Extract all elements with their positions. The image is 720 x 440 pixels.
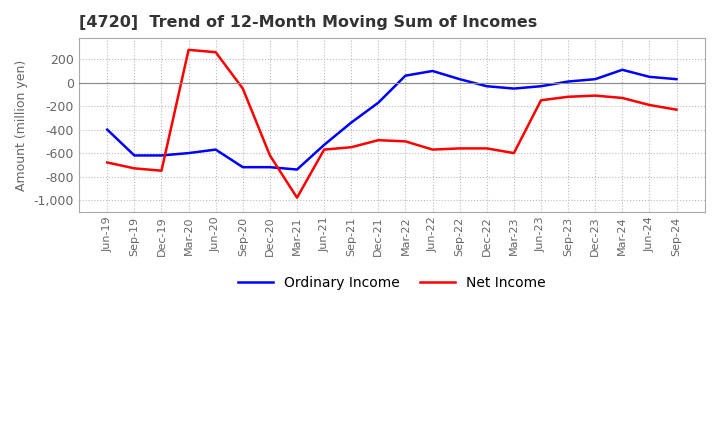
Net Income bbox=[293, 195, 302, 200]
Net Income bbox=[482, 146, 491, 151]
Ordinary Income bbox=[130, 153, 139, 158]
Ordinary Income bbox=[618, 67, 626, 73]
Net Income bbox=[374, 138, 382, 143]
Text: [4720]  Trend of 12-Month Moving Sum of Incomes: [4720] Trend of 12-Month Moving Sum of I… bbox=[78, 15, 537, 30]
Line: Net Income: Net Income bbox=[107, 50, 677, 198]
Net Income bbox=[510, 150, 518, 156]
Ordinary Income bbox=[157, 153, 166, 158]
Net Income bbox=[238, 86, 247, 91]
Net Income bbox=[645, 103, 654, 108]
Ordinary Income bbox=[455, 77, 464, 82]
Ordinary Income bbox=[564, 79, 572, 84]
Ordinary Income bbox=[401, 73, 410, 78]
Net Income bbox=[157, 168, 166, 173]
Ordinary Income bbox=[510, 86, 518, 91]
Ordinary Income bbox=[347, 120, 356, 125]
Ordinary Income bbox=[428, 68, 437, 73]
Line: Ordinary Income: Ordinary Income bbox=[107, 70, 677, 169]
Net Income bbox=[428, 147, 437, 152]
Ordinary Income bbox=[591, 77, 600, 82]
Ordinary Income bbox=[374, 100, 382, 105]
Ordinary Income bbox=[238, 165, 247, 170]
Ordinary Income bbox=[645, 74, 654, 80]
Net Income bbox=[536, 98, 545, 103]
Net Income bbox=[130, 166, 139, 171]
Y-axis label: Amount (million yen): Amount (million yen) bbox=[15, 59, 28, 191]
Ordinary Income bbox=[212, 147, 220, 152]
Net Income bbox=[672, 107, 681, 112]
Ordinary Income bbox=[482, 84, 491, 89]
Net Income bbox=[103, 160, 112, 165]
Net Income bbox=[591, 93, 600, 98]
Net Income bbox=[184, 47, 193, 52]
Ordinary Income bbox=[320, 142, 328, 147]
Net Income bbox=[455, 146, 464, 151]
Net Income bbox=[212, 50, 220, 55]
Ordinary Income bbox=[293, 167, 302, 172]
Ordinary Income bbox=[536, 84, 545, 89]
Net Income bbox=[347, 145, 356, 150]
Net Income bbox=[320, 147, 328, 152]
Ordinary Income bbox=[672, 77, 681, 82]
Legend: Ordinary Income, Net Income: Ordinary Income, Net Income bbox=[233, 270, 552, 295]
Ordinary Income bbox=[103, 127, 112, 132]
Net Income bbox=[266, 153, 274, 158]
Ordinary Income bbox=[184, 150, 193, 156]
Net Income bbox=[564, 94, 572, 99]
Net Income bbox=[618, 95, 626, 101]
Net Income bbox=[401, 139, 410, 144]
Ordinary Income bbox=[266, 165, 274, 170]
